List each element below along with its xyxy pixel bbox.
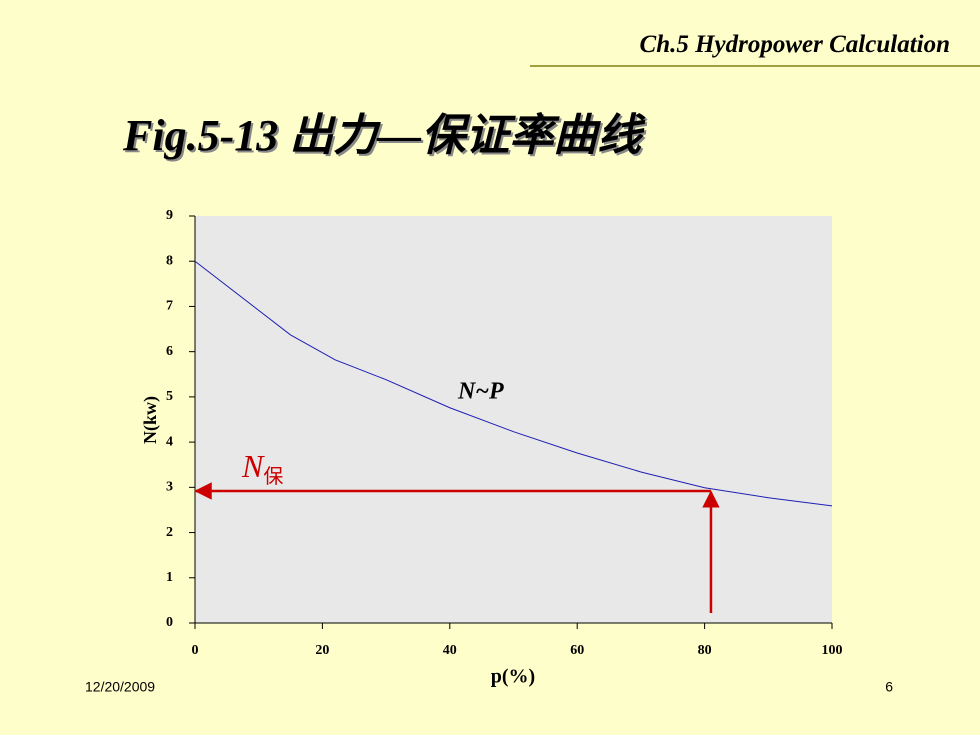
y-tick-label: 7 [166, 299, 173, 314]
page-number: 6 [885, 679, 893, 695]
y-tick-label: 8 [166, 253, 173, 268]
chapter-header: Ch.5 Hydropower Calculation [640, 31, 950, 58]
y-tick-label: 5 [166, 389, 173, 404]
x-tick-label: 100 [822, 643, 843, 658]
y-tick-label: 0 [166, 615, 173, 630]
plot-area [195, 216, 832, 623]
date: 12/20/2009 [85, 679, 155, 695]
x-tick-label: 60 [570, 643, 584, 658]
title-shadow: Fig.5-13 出力—保证率曲线 [124, 113, 648, 162]
y-tick-label: 4 [166, 434, 173, 449]
y-tick-label: 9 [166, 208, 173, 223]
y-tick-label: 1 [166, 570, 173, 585]
data-line [194, 260, 833, 507]
chart-title: Fig.5-13 出力—保证率曲线 [122, 111, 646, 160]
x-axis-label: p(%) [491, 666, 535, 688]
x-tick-label: 20 [315, 643, 329, 658]
guarantee-label-main: N [241, 448, 265, 484]
y-tick-label: 6 [166, 344, 173, 359]
series-label: N~P [457, 379, 504, 405]
y-tick-label: 2 [166, 525, 173, 540]
guarantee-label-subscript: 保 [263, 465, 283, 488]
y-tick-label: 3 [166, 480, 173, 495]
x-tick-label: 0 [192, 643, 199, 658]
x-tick-label: 40 [443, 643, 457, 658]
guarantee-label: N保 [241, 448, 283, 487]
plot: 0 1 2 3 4 5 6 7 8 9 0 20 40 60 80 100 N~P N保 [166, 208, 843, 658]
y-axis-label: N(kw) [140, 396, 161, 444]
x-tick-label: 80 [698, 643, 712, 658]
